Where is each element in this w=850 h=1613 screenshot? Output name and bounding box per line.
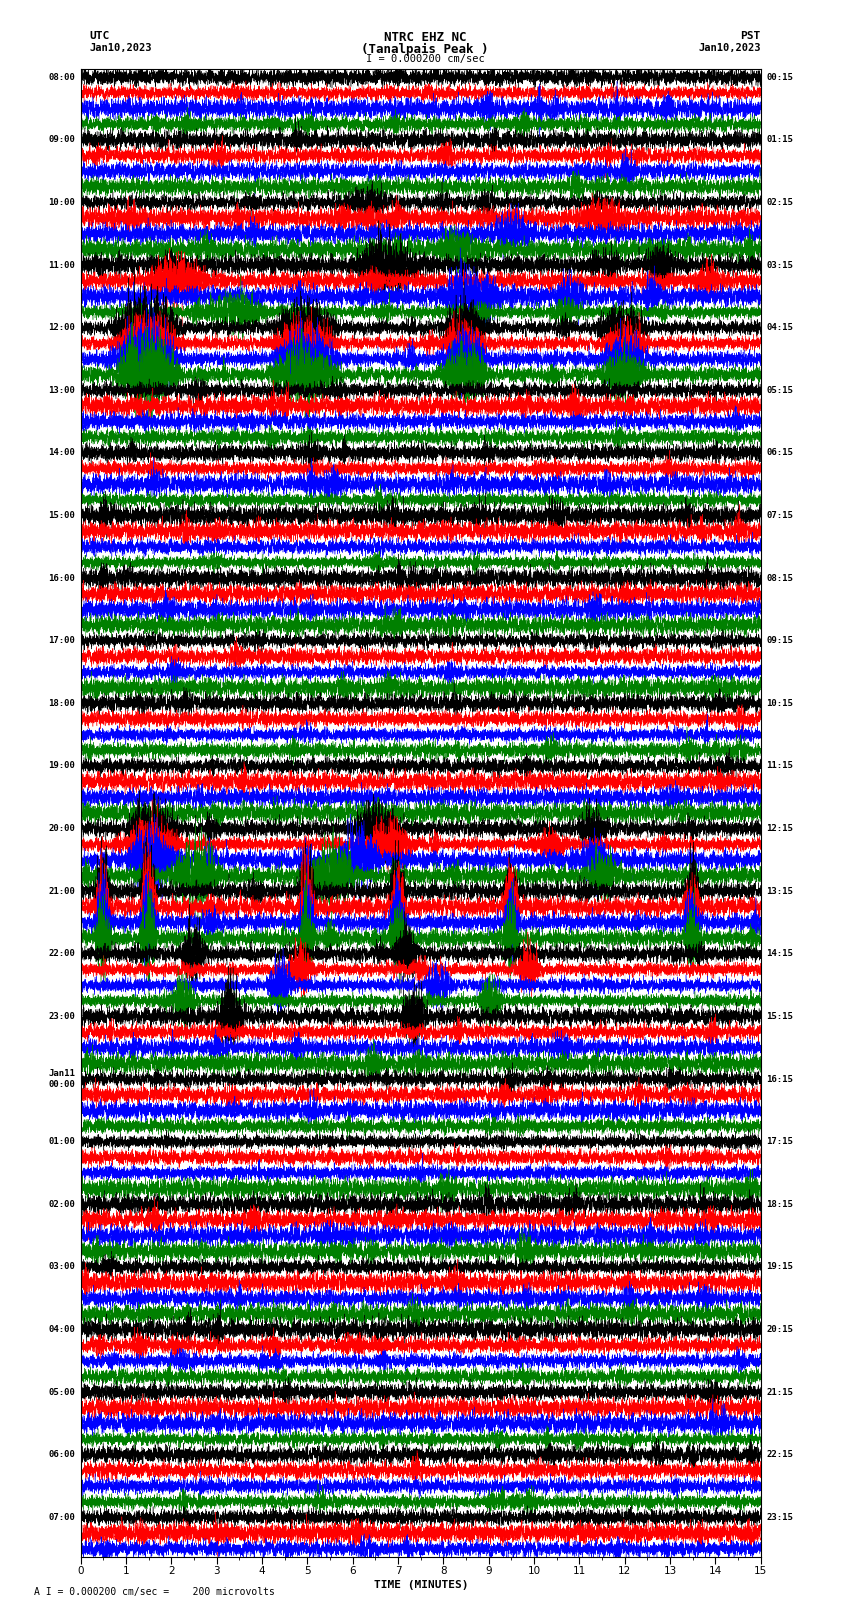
Text: 22:15: 22:15 — [766, 1450, 793, 1460]
Text: 10:15: 10:15 — [766, 698, 793, 708]
Text: 09:15: 09:15 — [766, 636, 793, 645]
Text: 04:00: 04:00 — [48, 1324, 76, 1334]
Text: Jan11
00:00: Jan11 00:00 — [48, 1069, 76, 1089]
Text: 18:15: 18:15 — [766, 1200, 793, 1208]
Text: 08:15: 08:15 — [766, 574, 793, 582]
Text: 16:15: 16:15 — [766, 1074, 793, 1084]
Text: I = 0.000200 cm/sec: I = 0.000200 cm/sec — [366, 53, 484, 65]
Text: 15:15: 15:15 — [766, 1011, 793, 1021]
Text: 22:00: 22:00 — [48, 950, 76, 958]
Text: 23:00: 23:00 — [48, 1011, 76, 1021]
Text: 08:00: 08:00 — [48, 73, 76, 82]
Text: 17:00: 17:00 — [48, 636, 76, 645]
Text: 21:00: 21:00 — [48, 887, 76, 895]
Text: 03:15: 03:15 — [766, 261, 793, 269]
Text: 12:00: 12:00 — [48, 323, 76, 332]
Text: PST: PST — [740, 31, 761, 42]
Text: 01:00: 01:00 — [48, 1137, 76, 1147]
Text: (Tanalpais Peak ): (Tanalpais Peak ) — [361, 44, 489, 56]
Text: 19:00: 19:00 — [48, 761, 76, 771]
Text: 04:15: 04:15 — [766, 323, 793, 332]
Text: 10:00: 10:00 — [48, 198, 76, 206]
Text: 13:15: 13:15 — [766, 887, 793, 895]
Text: 06:00: 06:00 — [48, 1450, 76, 1460]
Text: 11:15: 11:15 — [766, 761, 793, 771]
Text: 09:00: 09:00 — [48, 135, 76, 144]
Text: 06:15: 06:15 — [766, 448, 793, 458]
Text: 12:15: 12:15 — [766, 824, 793, 832]
Text: 20:00: 20:00 — [48, 824, 76, 832]
Text: 02:00: 02:00 — [48, 1200, 76, 1208]
Text: 00:15: 00:15 — [766, 73, 793, 82]
Text: 21:15: 21:15 — [766, 1387, 793, 1397]
Text: 17:15: 17:15 — [766, 1137, 793, 1147]
Text: 05:15: 05:15 — [766, 386, 793, 395]
Text: 18:00: 18:00 — [48, 698, 76, 708]
Text: 13:00: 13:00 — [48, 386, 76, 395]
Text: 15:00: 15:00 — [48, 511, 76, 519]
Text: NTRC EHZ NC: NTRC EHZ NC — [383, 31, 467, 45]
Text: 03:00: 03:00 — [48, 1263, 76, 1271]
Text: 07:00: 07:00 — [48, 1513, 76, 1523]
Text: 11:00: 11:00 — [48, 261, 76, 269]
Text: 19:15: 19:15 — [766, 1263, 793, 1271]
Text: UTC: UTC — [89, 31, 110, 42]
Text: 16:00: 16:00 — [48, 574, 76, 582]
Text: Jan10,2023: Jan10,2023 — [89, 44, 152, 53]
X-axis label: TIME (MINUTES): TIME (MINUTES) — [373, 1581, 468, 1590]
Text: 14:00: 14:00 — [48, 448, 76, 458]
Text: 07:15: 07:15 — [766, 511, 793, 519]
Text: 01:15: 01:15 — [766, 135, 793, 144]
Text: 20:15: 20:15 — [766, 1324, 793, 1334]
Text: Jan10,2023: Jan10,2023 — [698, 44, 761, 53]
Text: 14:15: 14:15 — [766, 950, 793, 958]
Text: 05:00: 05:00 — [48, 1387, 76, 1397]
Text: A I = 0.000200 cm/sec =    200 microvolts: A I = 0.000200 cm/sec = 200 microvolts — [34, 1587, 275, 1597]
Text: 02:15: 02:15 — [766, 198, 793, 206]
Text: 23:15: 23:15 — [766, 1513, 793, 1523]
